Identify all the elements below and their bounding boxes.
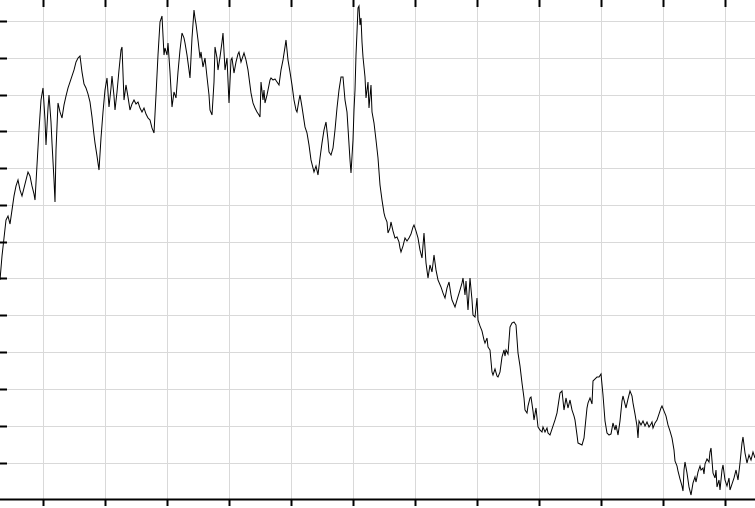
series-line <box>0 4 755 496</box>
